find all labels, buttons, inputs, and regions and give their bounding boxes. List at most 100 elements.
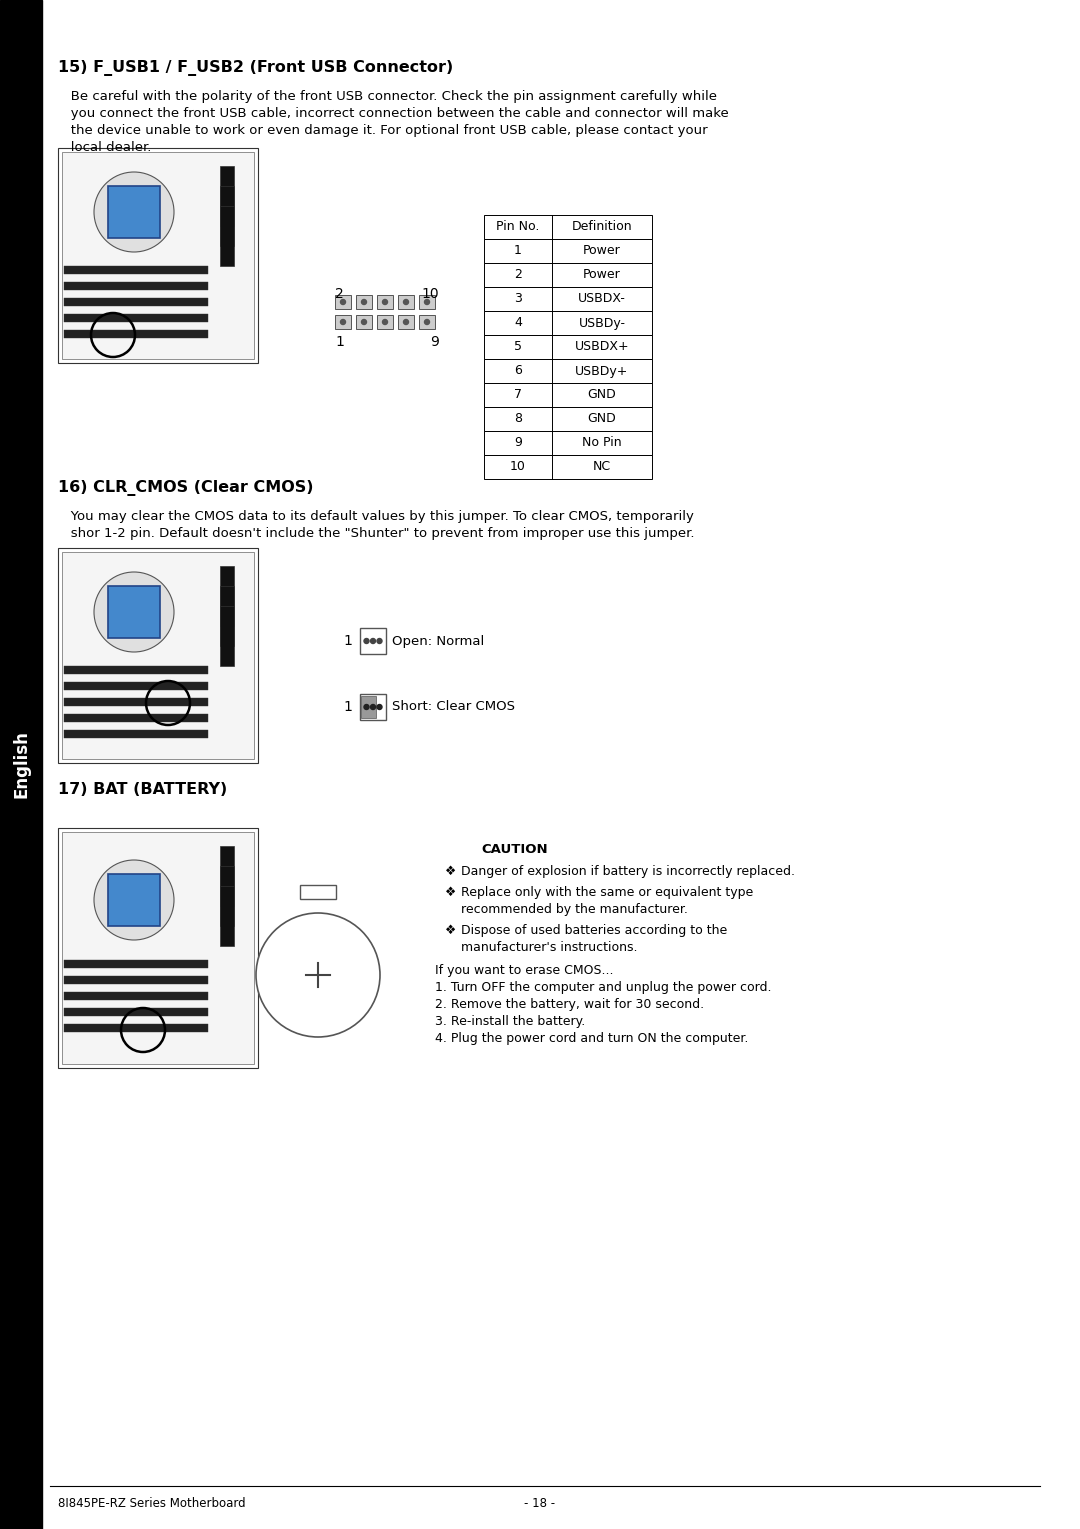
Text: recommended by the manufacturer.: recommended by the manufacturer.	[461, 904, 688, 916]
Text: 8I845PE-RZ Series Motherboard: 8I845PE-RZ Series Motherboard	[58, 1497, 245, 1511]
Bar	[108, 875, 160, 927]
Bar	[356, 315, 372, 329]
Bar	[58, 547, 258, 763]
Text: 16) CLR_CMOS (Clear CMOS): 16) CLR_CMOS (Clear CMOS)	[58, 480, 313, 495]
Text: CAUTION: CAUTION	[482, 842, 549, 856]
Bar	[220, 865, 234, 927]
Text: 3. Re-install the battery.: 3. Re-install the battery.	[435, 1015, 585, 1027]
Bar	[300, 885, 336, 899]
Circle shape	[382, 300, 388, 304]
Text: 2: 2	[335, 287, 343, 301]
Text: 9: 9	[514, 436, 522, 450]
Bar	[0, 0, 42, 1529]
Bar	[64, 1008, 208, 1015]
Text: 3: 3	[514, 292, 522, 306]
Bar	[335, 315, 351, 329]
Bar	[58, 829, 258, 1067]
Circle shape	[404, 300, 408, 304]
Bar	[64, 313, 208, 323]
Bar	[64, 729, 208, 739]
Text: 6: 6	[514, 364, 522, 378]
Bar	[220, 167, 234, 226]
Text: 1: 1	[343, 635, 352, 648]
Text: - 18 -: - 18 -	[525, 1497, 555, 1511]
Text: 17) BAT (BATTERY): 17) BAT (BATTERY)	[58, 781, 227, 797]
Bar	[64, 667, 208, 674]
Bar	[377, 295, 393, 309]
Bar	[484, 382, 652, 407]
Text: ❖: ❖	[445, 924, 456, 937]
Circle shape	[256, 913, 380, 1037]
Bar	[360, 628, 386, 654]
Text: ❖: ❖	[445, 865, 456, 878]
Bar	[220, 586, 234, 645]
Bar	[62, 151, 254, 359]
Circle shape	[364, 639, 369, 644]
Bar	[108, 586, 160, 638]
Text: English: English	[12, 729, 30, 798]
Bar	[220, 846, 234, 907]
Text: USBDX-: USBDX-	[578, 292, 626, 306]
Text: 9: 9	[430, 335, 438, 349]
Text: Pin No.: Pin No.	[497, 220, 540, 234]
Text: 2. Remove the battery, wait for 30 second.: 2. Remove the battery, wait for 30 secon…	[435, 998, 704, 1011]
Bar	[64, 976, 208, 985]
Text: shor 1-2 pin. Default doesn't include the "Shunter" to prevent from improper use: shor 1-2 pin. Default doesn't include th…	[58, 528, 694, 540]
Bar	[484, 456, 652, 479]
Text: GND: GND	[588, 388, 617, 402]
Text: the device unable to work or even damage it. For optional front USB cable, pleas: the device unable to work or even damage…	[58, 124, 707, 138]
Text: 2: 2	[514, 269, 522, 281]
Circle shape	[340, 320, 346, 324]
Bar	[62, 832, 254, 1064]
Bar	[484, 310, 652, 335]
Bar	[361, 696, 376, 719]
Bar	[220, 187, 234, 246]
Circle shape	[364, 705, 369, 709]
Text: 5: 5	[514, 341, 522, 353]
Bar	[399, 295, 414, 309]
Bar	[484, 216, 652, 239]
Text: Definition: Definition	[571, 220, 632, 234]
Bar	[58, 148, 258, 362]
Text: You may clear the CMOS data to its default values by this jumper. To clear CMOS,: You may clear the CMOS data to its defau…	[58, 511, 693, 523]
Bar	[108, 187, 160, 239]
Bar	[64, 699, 208, 706]
Bar	[64, 298, 208, 306]
Text: you connect the front USB cable, incorrect connection between the cable and conn: you connect the front USB cable, incorre…	[58, 107, 729, 119]
Bar	[484, 431, 652, 456]
Circle shape	[362, 300, 366, 304]
Text: Power: Power	[583, 269, 621, 281]
Text: GND: GND	[588, 413, 617, 425]
Text: Power: Power	[583, 245, 621, 257]
Text: USBDy+: USBDy+	[576, 364, 629, 378]
Bar	[220, 885, 234, 946]
Text: No Pin: No Pin	[582, 436, 622, 450]
Bar	[220, 566, 234, 625]
Bar	[62, 552, 254, 758]
Text: local dealer.: local dealer.	[58, 141, 151, 154]
Bar	[220, 605, 234, 667]
Bar	[377, 315, 393, 329]
Text: Danger of explosion if battery is incorrectly replaced.: Danger of explosion if battery is incorr…	[461, 865, 795, 878]
Circle shape	[382, 320, 388, 324]
Circle shape	[94, 171, 174, 252]
Text: Open: Normal: Open: Normal	[392, 635, 484, 647]
Bar	[484, 239, 652, 263]
Text: 1. Turn OFF the computer and unplug the power cord.: 1. Turn OFF the computer and unplug the …	[435, 982, 771, 994]
Bar	[360, 694, 386, 720]
Circle shape	[94, 859, 174, 940]
Text: NC: NC	[593, 460, 611, 474]
Bar	[64, 960, 208, 968]
Circle shape	[424, 320, 430, 324]
Circle shape	[404, 320, 408, 324]
Text: Short: Clear CMOS: Short: Clear CMOS	[392, 700, 515, 714]
Bar	[356, 295, 372, 309]
Bar	[484, 407, 652, 431]
Text: 8: 8	[514, 413, 522, 425]
Text: 4. Plug the power cord and turn ON the computer.: 4. Plug the power cord and turn ON the c…	[435, 1032, 748, 1044]
Bar	[64, 714, 208, 722]
Circle shape	[377, 705, 382, 709]
Bar	[220, 206, 234, 266]
Circle shape	[362, 320, 366, 324]
Text: Dispose of used batteries according to the: Dispose of used batteries according to t…	[461, 924, 727, 937]
